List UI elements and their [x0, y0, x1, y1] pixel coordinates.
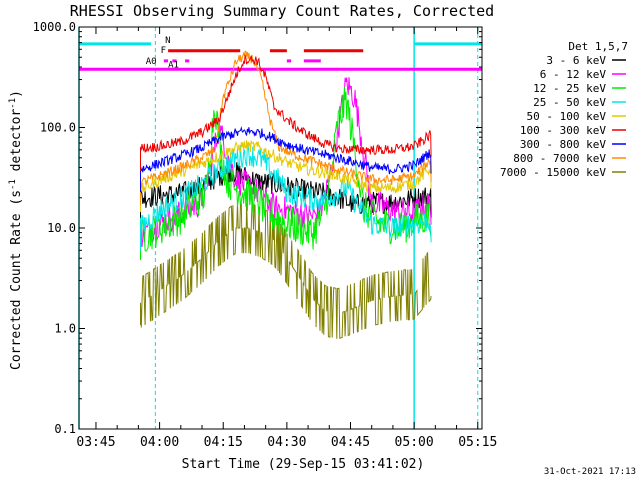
series-7000-15000-kev [140, 202, 432, 339]
x-axis: 03:45 04:00 04:15 04:30 04:45 05:00 05:15 [76, 27, 497, 450]
flag-label-f: F [161, 46, 166, 56]
y-axis-label-part: Corrected Count Rate (s [9, 190, 24, 370]
legend-label: 50 - 100 keV [527, 110, 607, 123]
legend-label: 6 - 12 keV [540, 68, 607, 81]
y-axis-label-superscript: -1 [8, 98, 18, 109]
y-axis-label-superscript: -1 [8, 179, 18, 190]
legend-label: 12 - 25 keV [533, 82, 606, 95]
y-tick-label: 100.0 [40, 121, 76, 135]
series-6-12-kev [140, 77, 432, 258]
x-tick-label: 05:00 [395, 435, 434, 450]
flag-label-a0: A0 [146, 57, 157, 67]
x-tick-label: 04:00 [140, 435, 179, 450]
footer-date: 31-Oct-2021 17:13 [544, 467, 636, 477]
series-12-25-kev [140, 86, 432, 260]
flag-bars: NF A0 A1 [79, 36, 482, 71]
x-tick-label: 04:15 [204, 435, 243, 450]
y-axis-label: Corrected Count Rate (s-1 detector-1) [8, 90, 24, 370]
series-line [140, 77, 432, 258]
legend-label: 800 - 7000 keV [513, 152, 606, 165]
legend-header: Det 1,5,7 [568, 40, 628, 53]
flag-label-n: N [165, 36, 170, 46]
y-axis: 0.1 1.0 10.0 100.0 1000.0 [33, 20, 482, 436]
x-tick-label: 03:45 [76, 435, 115, 450]
x-axis-label: Start Time (29-Sep-15 03:41:02) [182, 457, 425, 472]
chart-title: RHESSI Observing Summary Count Rates, Co… [70, 2, 494, 20]
x-tick-label: 04:30 [267, 435, 306, 450]
y-axis-label-part: ) [9, 90, 24, 98]
series-800-7000-kev [140, 50, 432, 206]
y-tick-label: 1000.0 [33, 20, 76, 34]
series-line [140, 142, 432, 251]
x-tick-label: 04:45 [331, 435, 370, 450]
legend-label: 100 - 300 keV [520, 124, 606, 137]
x-tick-label: 05:15 [458, 435, 497, 450]
series-line [140, 50, 432, 206]
y-tick-label: 1.0 [54, 322, 76, 336]
y-tick-label: 10.0 [47, 221, 76, 235]
legend-label: 25 - 50 keV [533, 96, 606, 109]
legend-label: 3 - 6 keV [546, 54, 606, 67]
legend-label: 300 - 800 keV [520, 138, 606, 151]
series-100-300-kev [140, 54, 432, 171]
series-line [140, 202, 432, 339]
flag-label-a1: A1 [168, 61, 179, 71]
series-25-50-kev [140, 142, 432, 251]
legend-label: 7000 - 15000 keV [500, 166, 606, 179]
series-line [140, 54, 432, 171]
y-axis-label-part: detector [9, 109, 24, 180]
series-line [140, 86, 432, 260]
series-line [140, 126, 432, 192]
plot-area: NF A0 A1 [78, 27, 482, 429]
series-300-800-kev [140, 126, 432, 192]
y-tick-label: 0.1 [54, 422, 76, 436]
